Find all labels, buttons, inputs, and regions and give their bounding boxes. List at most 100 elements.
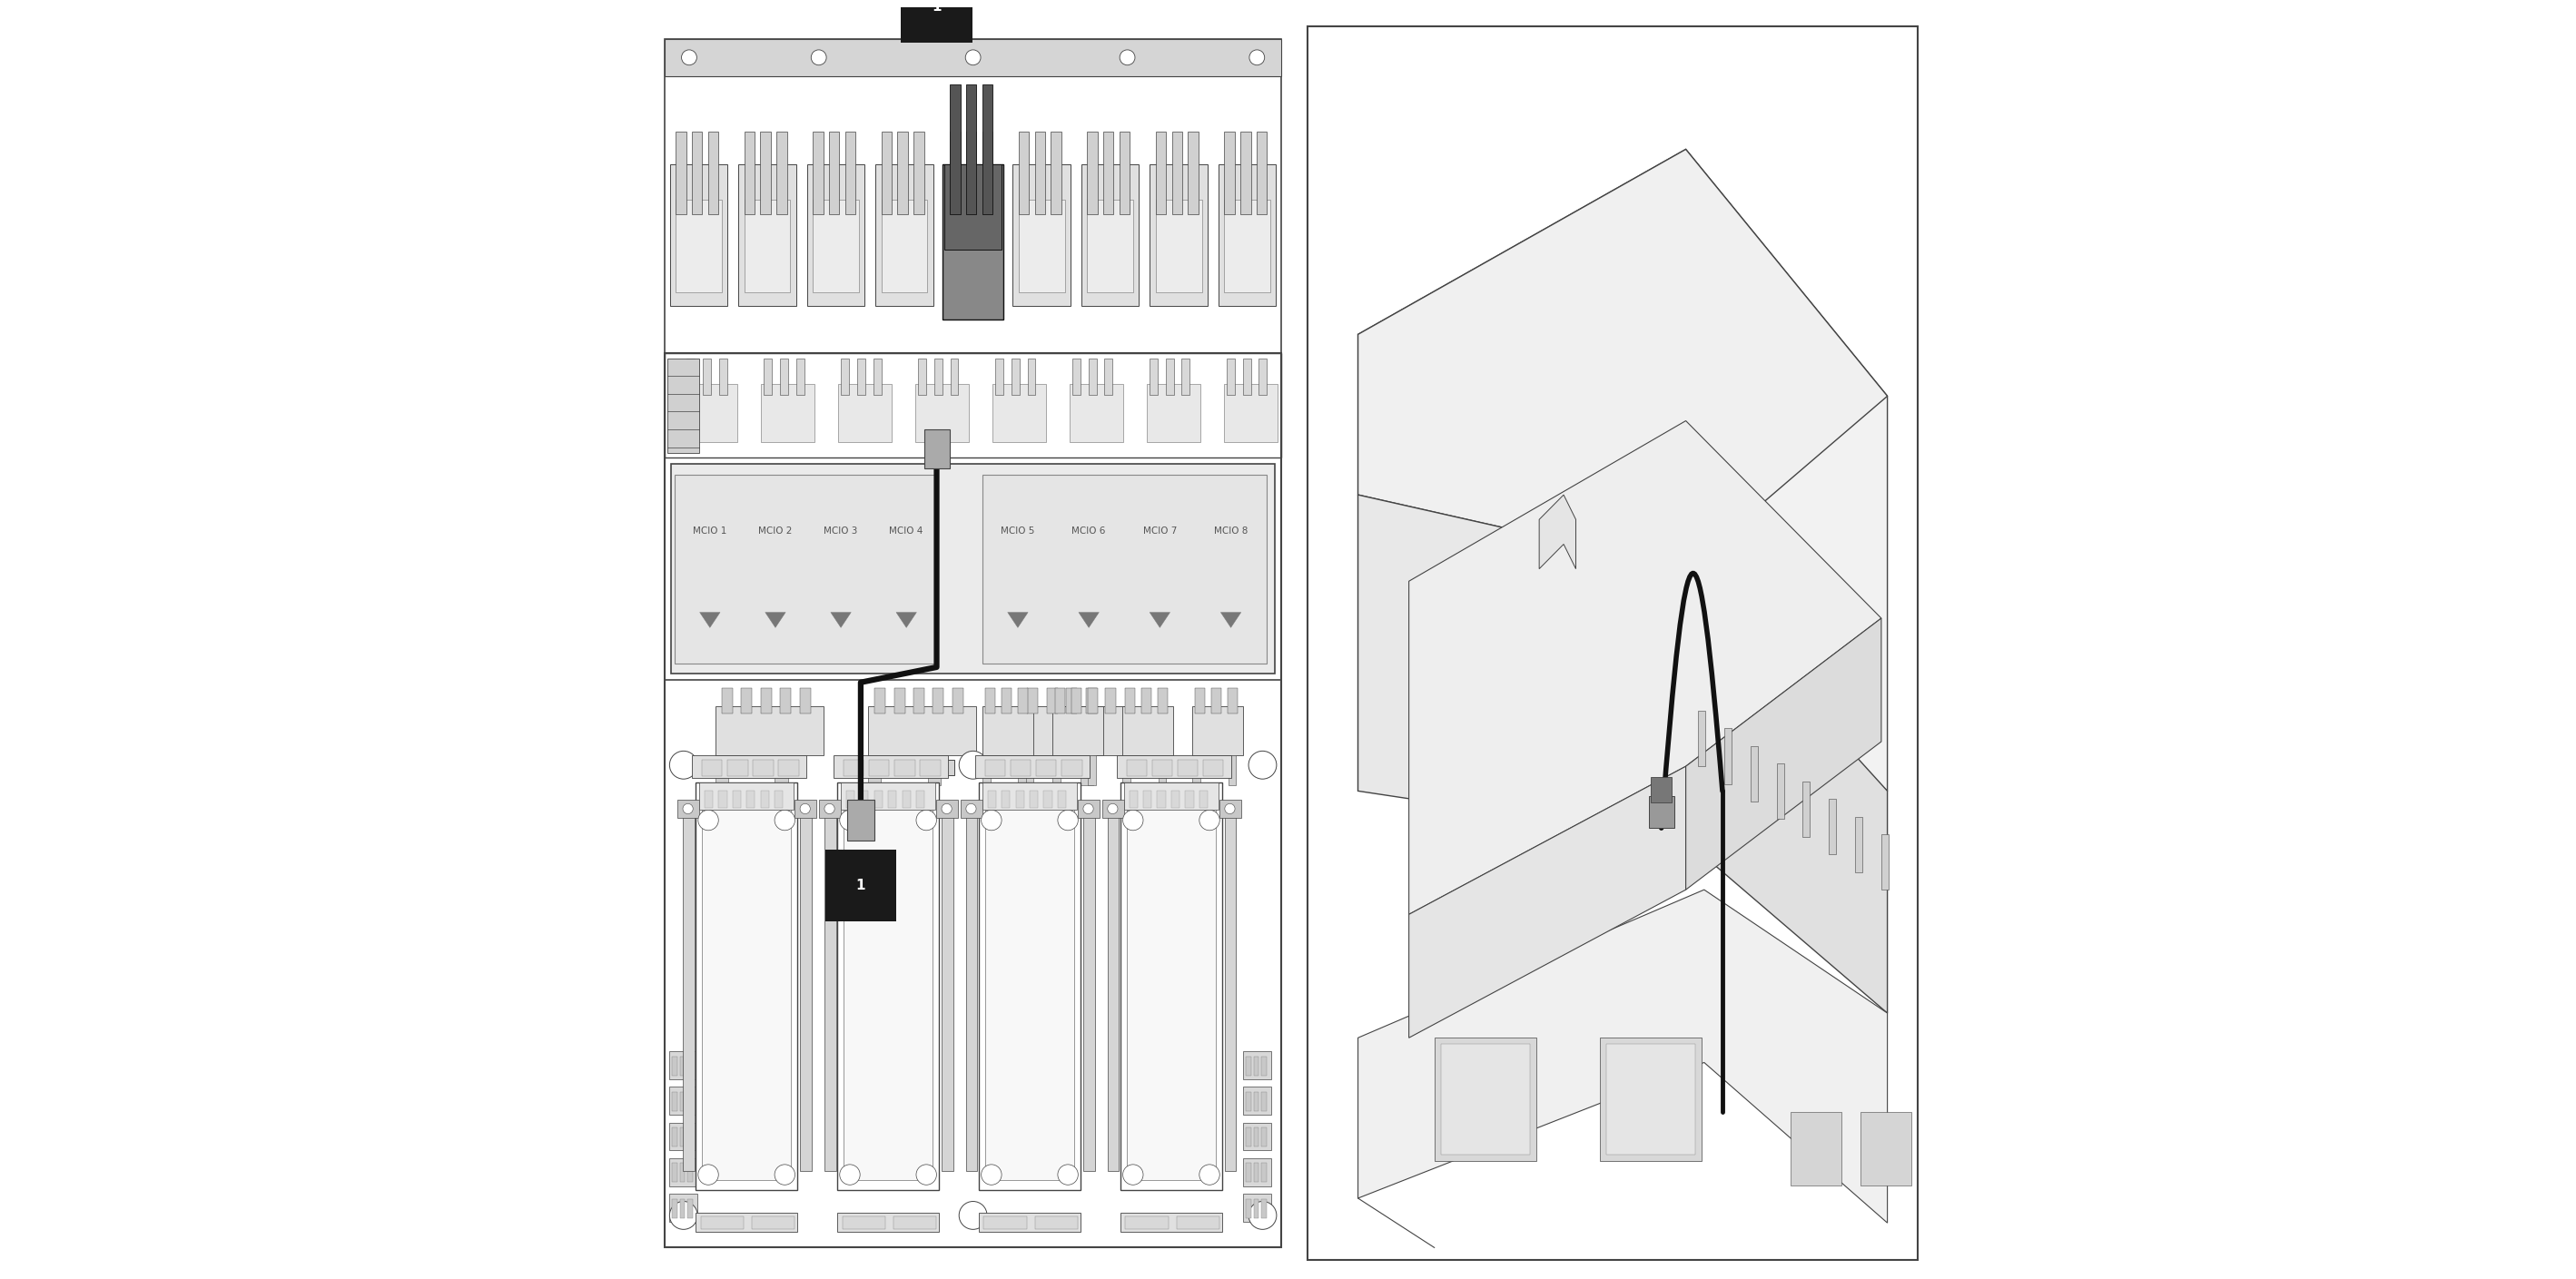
Bar bbox=[824, 801, 835, 1170]
Bar bbox=[752, 760, 773, 775]
Text: MCIO 1: MCIO 1 bbox=[693, 527, 726, 536]
Bar bbox=[1229, 688, 1239, 714]
Bar bbox=[685, 358, 696, 395]
Bar bbox=[672, 1056, 677, 1076]
Bar bbox=[981, 132, 992, 214]
Bar bbox=[1185, 790, 1193, 807]
Bar bbox=[840, 358, 850, 395]
Bar bbox=[984, 792, 1074, 1179]
Bar bbox=[719, 790, 726, 807]
Bar bbox=[703, 358, 711, 395]
Bar bbox=[979, 781, 1082, 1189]
Bar bbox=[981, 755, 989, 785]
Bar bbox=[688, 1198, 693, 1218]
Polygon shape bbox=[1358, 890, 1888, 1223]
Bar bbox=[914, 688, 925, 714]
Text: MCIO 7: MCIO 7 bbox=[1144, 527, 1177, 536]
Bar bbox=[1012, 164, 1072, 306]
Circle shape bbox=[1123, 810, 1144, 830]
Bar bbox=[896, 132, 907, 214]
Bar bbox=[868, 706, 976, 755]
Bar bbox=[894, 688, 904, 714]
Bar bbox=[680, 1128, 685, 1147]
Bar bbox=[1030, 790, 1038, 807]
Bar bbox=[1698, 711, 1705, 766]
Bar bbox=[1723, 729, 1731, 784]
Bar bbox=[1123, 706, 1175, 755]
Circle shape bbox=[670, 751, 698, 779]
Bar bbox=[1105, 688, 1115, 714]
Bar bbox=[747, 790, 755, 807]
Bar bbox=[1036, 1216, 1079, 1229]
Bar bbox=[1144, 790, 1151, 807]
Bar bbox=[1262, 1056, 1267, 1076]
Bar bbox=[1090, 358, 1097, 395]
Bar bbox=[925, 430, 951, 468]
Bar bbox=[1255, 1056, 1260, 1076]
Bar bbox=[974, 756, 1090, 778]
Circle shape bbox=[775, 810, 796, 830]
Bar bbox=[716, 755, 729, 785]
Bar bbox=[966, 132, 976, 214]
Polygon shape bbox=[1149, 613, 1170, 628]
Bar bbox=[1149, 164, 1208, 306]
Bar bbox=[943, 164, 1002, 320]
Bar bbox=[1157, 200, 1203, 292]
Circle shape bbox=[1059, 1164, 1079, 1184]
Bar bbox=[1929, 1111, 1981, 1186]
Bar bbox=[914, 385, 969, 443]
Bar bbox=[1255, 1092, 1260, 1111]
Bar bbox=[1043, 790, 1051, 807]
Bar bbox=[966, 801, 976, 1170]
Bar bbox=[902, 0, 971, 42]
Bar bbox=[670, 1123, 698, 1151]
Polygon shape bbox=[701, 613, 721, 628]
Bar bbox=[935, 358, 943, 395]
Bar bbox=[708, 132, 719, 214]
Bar bbox=[845, 790, 855, 807]
Bar bbox=[1128, 790, 1139, 807]
Bar bbox=[781, 688, 791, 714]
Bar bbox=[868, 760, 889, 775]
Bar bbox=[1435, 1037, 1535, 1161]
Bar bbox=[670, 1087, 698, 1115]
Bar bbox=[742, 688, 752, 714]
Bar bbox=[1018, 755, 1025, 785]
Bar bbox=[951, 84, 961, 214]
Bar bbox=[1126, 792, 1216, 1179]
Bar bbox=[688, 1128, 693, 1147]
Text: 1: 1 bbox=[855, 879, 866, 893]
Bar bbox=[824, 849, 896, 921]
Bar bbox=[873, 358, 881, 395]
Bar bbox=[1079, 755, 1092, 785]
Circle shape bbox=[1249, 1201, 1278, 1229]
Polygon shape bbox=[1221, 613, 1242, 628]
Polygon shape bbox=[1685, 618, 1880, 890]
Text: MCIO 2: MCIO 2 bbox=[757, 527, 793, 536]
Bar bbox=[665, 353, 1283, 1247]
Bar bbox=[1260, 358, 1267, 395]
Bar bbox=[1244, 1087, 1273, 1115]
Bar bbox=[1226, 358, 1234, 395]
Circle shape bbox=[917, 810, 938, 830]
Bar bbox=[1247, 1056, 1252, 1076]
Bar bbox=[1182, 358, 1190, 395]
Bar bbox=[1151, 760, 1172, 775]
Circle shape bbox=[1082, 803, 1092, 813]
Bar bbox=[881, 760, 956, 775]
Bar bbox=[726, 760, 747, 775]
Bar bbox=[1126, 1216, 1170, 1229]
Bar bbox=[1244, 1193, 1273, 1221]
Bar bbox=[688, 1163, 693, 1182]
Circle shape bbox=[958, 1201, 987, 1229]
Bar bbox=[672, 1128, 677, 1147]
Bar bbox=[1082, 164, 1139, 306]
Polygon shape bbox=[829, 613, 850, 628]
Bar bbox=[680, 1163, 685, 1182]
Text: MCIO 8: MCIO 8 bbox=[1213, 527, 1247, 536]
Bar bbox=[696, 1212, 799, 1232]
Bar bbox=[1061, 760, 1082, 775]
Circle shape bbox=[1059, 810, 1079, 830]
Bar bbox=[1440, 1044, 1530, 1155]
Bar bbox=[1115, 756, 1231, 778]
